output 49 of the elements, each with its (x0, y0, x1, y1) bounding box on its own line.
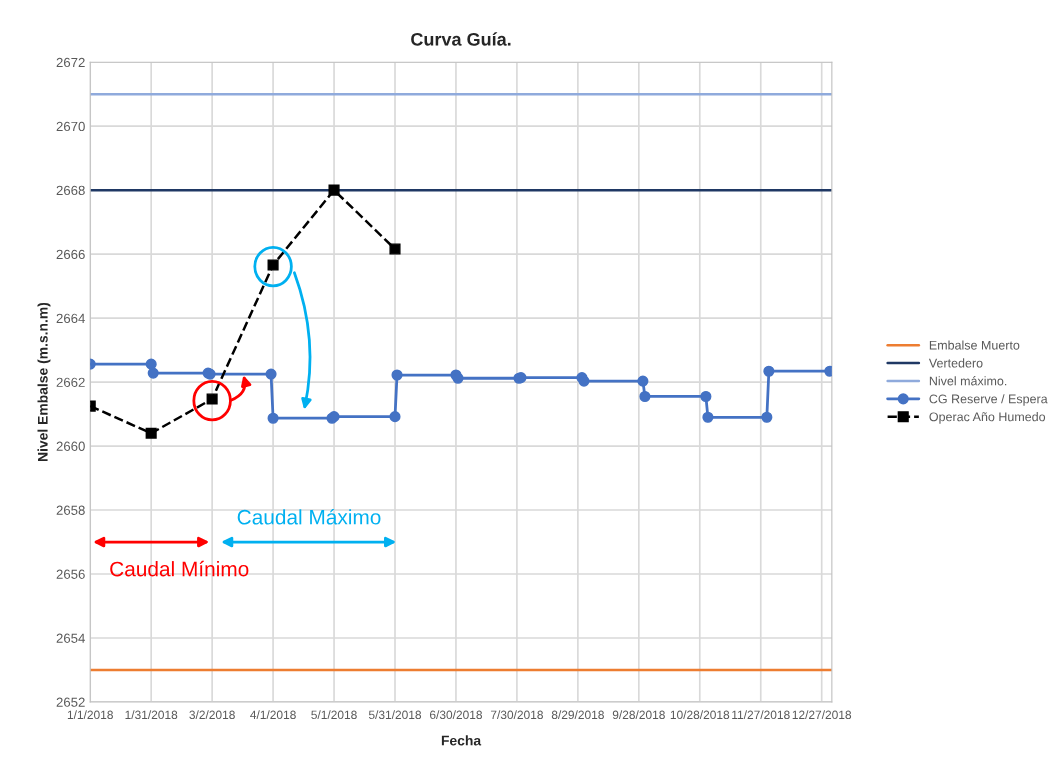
point (700, 390, 712, 403)
point (267, 412, 279, 424)
point (145, 358, 157, 370)
legend-label: Vertedero (928, 358, 983, 368)
point (389, 243, 401, 255)
legend-label: Operac Año Humedo (929, 412, 1046, 424)
y-tick-label: 2660 (56, 441, 85, 451)
x-tick-label: 1/1/2018 (67, 710, 113, 720)
y-axis-title: Nivel Embalse (m.s.n.m) (37, 302, 51, 462)
annotation: Caudal Mínimo (110, 560, 249, 577)
y-tick-label: 2668 (56, 185, 85, 196)
y-tick-label: 2656 (56, 569, 85, 579)
x-tick-label: 8/29/2018 (551, 710, 604, 720)
legend-label: Nivel máximo. (929, 376, 1007, 386)
x-tick-label: 9/28/2018 (612, 710, 665, 720)
y-tick-label: 2672 (56, 57, 85, 68)
x-tick-label: 6/30/2018 (430, 710, 483, 720)
y-tick-label: 2666 (56, 249, 85, 260)
y-tick-label: 2664 (56, 313, 85, 324)
point (763, 365, 775, 377)
point (761, 411, 773, 423)
y-tick-label: 2662 (56, 377, 85, 387)
x-tick-label: 7/30/2018 (490, 710, 543, 720)
point (639, 390, 651, 403)
y-tick-label: 2654 (56, 633, 85, 643)
annotation: Caudal Máximo (237, 509, 381, 525)
point (702, 411, 714, 423)
y-tick-label: 2670 (56, 121, 85, 132)
chart-title: Curva Guía. (411, 32, 511, 46)
point (147, 367, 159, 379)
point (145, 427, 157, 439)
x-tick-label: 3/2/2018 (189, 710, 235, 720)
x-tick-label: 1/31/2018 (125, 710, 178, 720)
x-tick-label: 11/27/2018 (732, 710, 790, 720)
point (265, 368, 277, 380)
y-tick-label: 2658 (56, 505, 85, 515)
x-tick-label: 5/31/2018 (368, 710, 422, 720)
point (637, 375, 649, 387)
legend-label: CG Reserve / Espera (929, 394, 1048, 406)
x-axis-title: Fecha (441, 735, 482, 746)
point (389, 411, 401, 423)
x-tick-label: 4/1/2018 (250, 710, 296, 720)
legend-label: Embalse Muerto (929, 340, 1020, 350)
x-tick-label: 12/27/2018 (792, 710, 852, 720)
y-tick-label: 2652 (56, 697, 85, 707)
point (391, 369, 403, 381)
x-tick-label: 5/1/2018 (311, 710, 357, 720)
point (328, 184, 340, 196)
x-tick-label: 10/28/2018 (670, 710, 730, 720)
